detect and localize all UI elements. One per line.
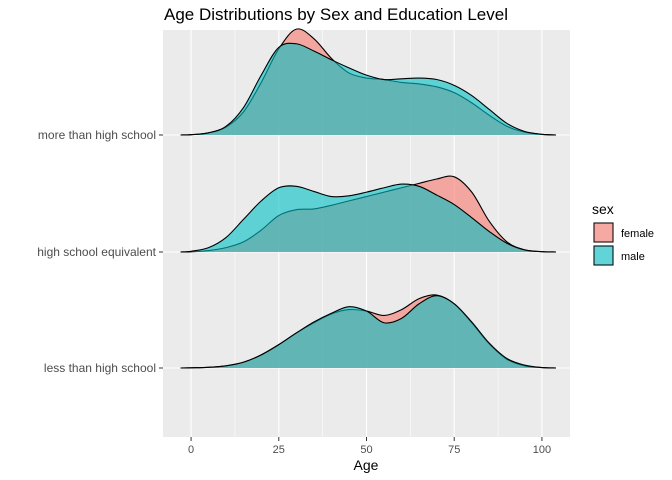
ridge-high-school-equivalent xyxy=(180,175,556,253)
density-area-male xyxy=(180,43,556,136)
legend-label-male: male xyxy=(621,251,645,263)
density-area-male xyxy=(180,184,556,252)
x-tick-label: 50 xyxy=(360,444,372,456)
density-outline-male xyxy=(180,295,556,369)
legend-swatch-male xyxy=(593,245,614,266)
y-axis: less than high school high school equival… xyxy=(37,128,163,375)
x-axis-label: Age xyxy=(354,457,379,473)
density-outline-male xyxy=(180,42,556,136)
density-outline-male xyxy=(180,183,556,253)
ridge-less-than-high-school xyxy=(180,294,556,369)
ridge-more-than-high-school xyxy=(180,28,556,136)
y-tick-label: more than high school xyxy=(38,128,156,142)
legend: sex female male xyxy=(592,201,654,266)
x-tick-label: 0 xyxy=(188,444,194,456)
legend-title: sex xyxy=(592,201,614,217)
density-area-male xyxy=(180,295,556,368)
y-tick-label: high school equivalent xyxy=(37,245,156,259)
y-tick-label: less than high school xyxy=(44,361,156,375)
legend-label-female: female xyxy=(621,228,654,240)
x-axis: 0 25 50 75 100 xyxy=(188,437,551,456)
ridges-layer xyxy=(180,28,556,369)
x-tick-label: 75 xyxy=(448,444,460,456)
x-tick-label: 25 xyxy=(273,444,285,456)
legend-swatch-female xyxy=(593,222,614,243)
chart-title: Age Distributions by Sex and Education L… xyxy=(164,5,508,24)
x-tick-label: 100 xyxy=(533,444,551,456)
